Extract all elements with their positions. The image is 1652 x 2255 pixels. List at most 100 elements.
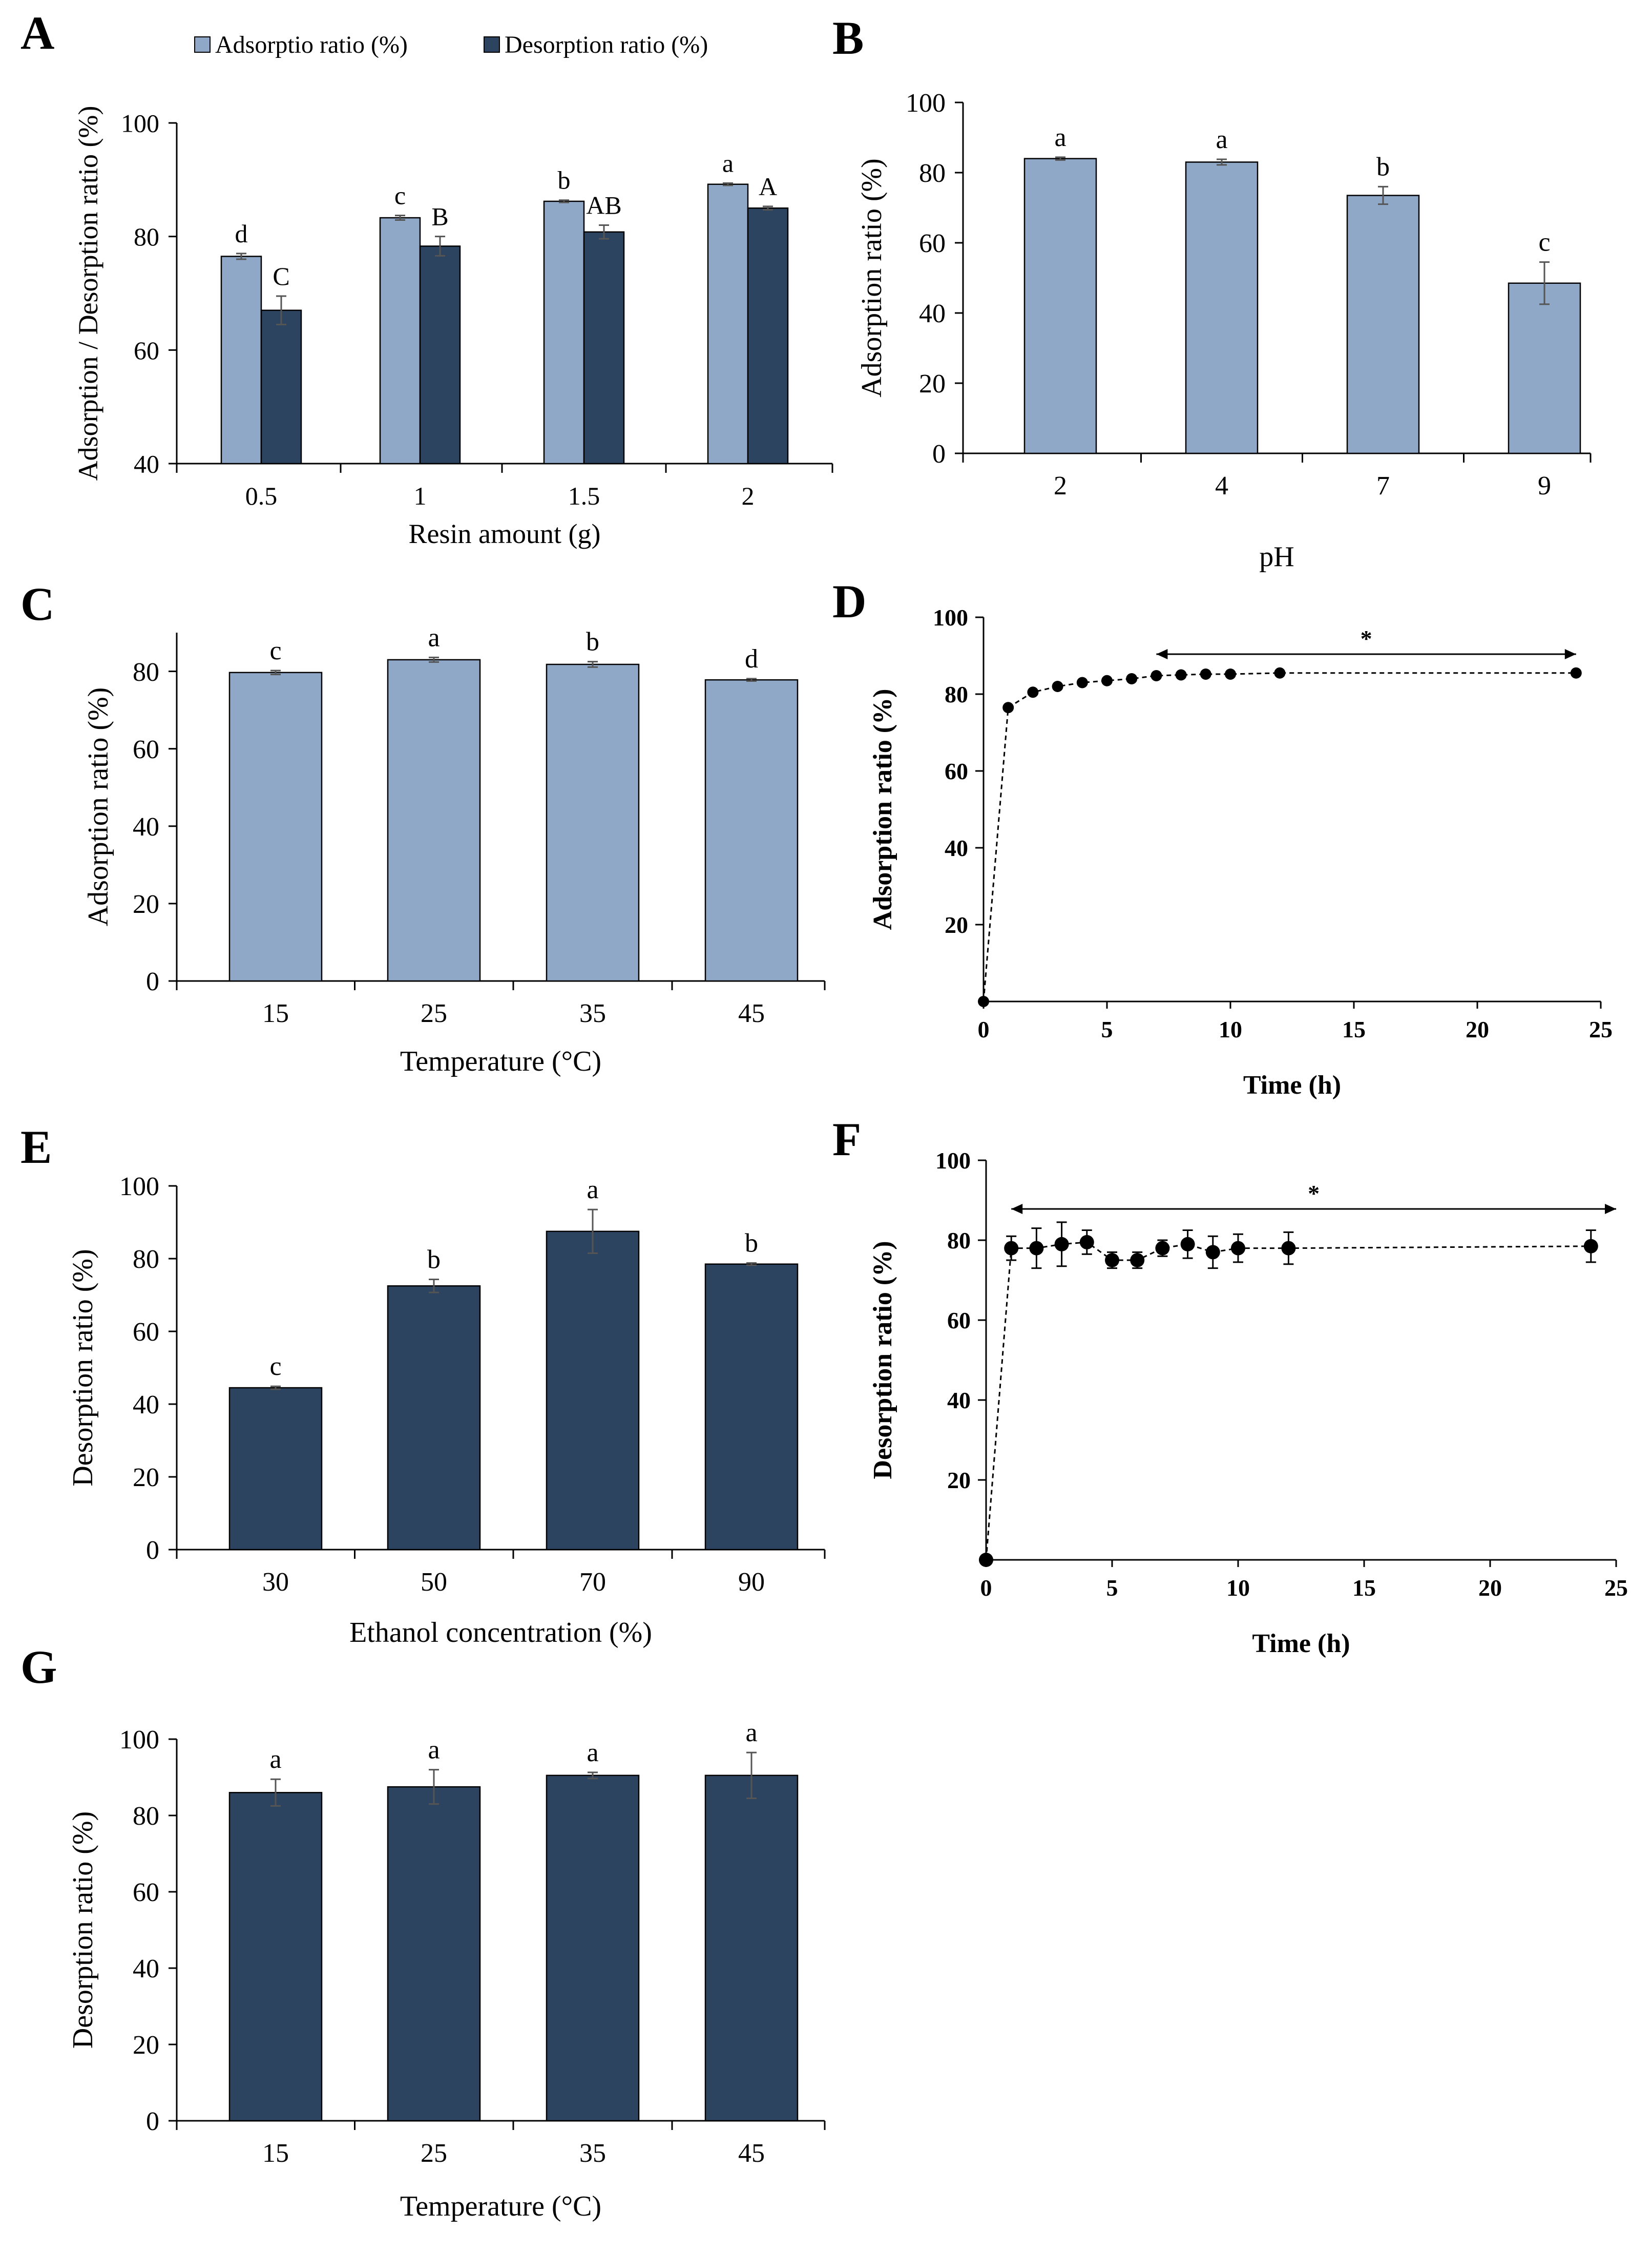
data-point xyxy=(1027,686,1039,698)
y-axis-label: Desorption ratio (%) xyxy=(868,1241,897,1479)
x-tick-label: 1 xyxy=(414,482,427,510)
x-tick-label: 0 xyxy=(978,1016,990,1042)
bar xyxy=(546,663,640,982)
arrowhead-right xyxy=(1564,649,1576,659)
data-point xyxy=(1126,673,1138,684)
significance-letter: c xyxy=(269,636,281,665)
bar xyxy=(228,1792,323,2122)
significance-letter: a xyxy=(428,1736,440,1765)
y-tick-label: 40 xyxy=(919,299,946,328)
x-tick-label: 5 xyxy=(1106,1575,1118,1601)
bar xyxy=(546,1774,640,2122)
y-tick-label: 80 xyxy=(134,222,159,251)
panel-label: G xyxy=(20,1641,57,1693)
y-tick-label: 0 xyxy=(146,2107,159,2136)
y-tick-label: 60 xyxy=(134,336,159,365)
y-tick-label: 60 xyxy=(919,229,946,258)
y-tick-label: 80 xyxy=(133,1245,159,1274)
significance-letter: a xyxy=(587,1738,598,1767)
x-tick-label: 10 xyxy=(1219,1016,1242,1042)
x-tick-label: 90 xyxy=(738,1568,765,1597)
y-tick-label: 80 xyxy=(947,1227,971,1254)
y-axis-label: Desorption ratio (%) xyxy=(67,1249,99,1486)
data-point xyxy=(1225,669,1236,680)
y-tick-label: 20 xyxy=(133,1463,159,1492)
data-point xyxy=(1029,1241,1044,1256)
x-tick-label: 20 xyxy=(1478,1575,1502,1601)
data-point xyxy=(1052,681,1063,692)
significance-letter: b xyxy=(586,628,599,657)
x-tick-label: 25 xyxy=(421,2139,447,2168)
significance-letter: c xyxy=(1538,228,1550,257)
arrowhead-right xyxy=(1605,1204,1616,1214)
x-axis-label: pH xyxy=(1259,541,1294,573)
y-axis-label: Desorption ratio (%) xyxy=(67,1811,99,2049)
bar xyxy=(1185,161,1259,454)
data-point xyxy=(1200,669,1211,680)
x-tick-label: 0 xyxy=(980,1575,992,1601)
bar xyxy=(546,1230,640,1551)
significance-letter: d xyxy=(235,219,248,248)
significance-letter: C xyxy=(273,262,289,290)
bar xyxy=(228,1387,323,1551)
data-point xyxy=(1274,667,1286,679)
y-tick-label: 100 xyxy=(933,604,968,631)
bar xyxy=(220,256,262,465)
data-point xyxy=(1151,670,1162,681)
legend-swatch xyxy=(484,36,500,53)
series-line xyxy=(982,672,1576,1002)
y-axis-label: Adsorption ratio (%) xyxy=(82,687,114,927)
y-tick-label: 0 xyxy=(146,967,159,996)
x-tick-label: 45 xyxy=(738,999,765,1028)
x-tick-label: 70 xyxy=(579,1568,606,1597)
data-point xyxy=(1004,1241,1019,1256)
y-tick-label: 20 xyxy=(947,1467,971,1493)
bar xyxy=(387,1285,481,1551)
y-tick-label: 100 xyxy=(119,1725,159,1755)
bar xyxy=(707,183,749,465)
significance-letter: b xyxy=(427,1245,441,1274)
data-point xyxy=(1079,1235,1094,1249)
data-point xyxy=(1155,1241,1170,1256)
x-tick-label: 45 xyxy=(738,2139,765,2168)
bar xyxy=(704,1263,799,1551)
y-axis-label: Adsorption / Desorption ratio (%) xyxy=(73,106,103,481)
y-tick-label: 40 xyxy=(134,450,159,478)
x-tick-label: 30 xyxy=(262,1568,289,1597)
significance-letter: B xyxy=(431,202,448,231)
bar xyxy=(704,1774,799,2122)
data-point xyxy=(1002,702,1014,714)
data-point xyxy=(1175,669,1187,681)
legend-entry: Adsorptio ratio (%) xyxy=(215,31,408,58)
chart-panel-e: E 0 20 40 60 80 100 Desorption ratio (%) Ethanol… xyxy=(20,1121,826,1648)
x-tick-label: 15 xyxy=(262,999,289,1028)
x-tick-label: 35 xyxy=(579,2139,606,2168)
panel-label: B xyxy=(832,12,864,64)
bar xyxy=(1023,158,1097,454)
y-tick-label: 20 xyxy=(945,912,968,938)
y-tick-label: 80 xyxy=(133,1802,159,1831)
bar xyxy=(583,231,625,465)
data-point xyxy=(1583,1239,1598,1254)
panel-label: E xyxy=(20,1121,52,1173)
bar xyxy=(419,245,461,465)
x-tick-label: 9 xyxy=(1538,471,1551,500)
data-point xyxy=(1076,677,1088,688)
y-tick-label: 80 xyxy=(945,681,968,707)
y-tick-label: 40 xyxy=(945,835,968,861)
panel-label: F xyxy=(832,1113,861,1165)
y-tick-label: 40 xyxy=(133,1954,159,1983)
y-axis-label: Adsorption ratio (%) xyxy=(868,689,897,930)
y-tick-label: 40 xyxy=(133,1390,159,1419)
y-tick-label: 0 xyxy=(932,440,946,469)
chart-panel-c: C 0 20 40 60 80 Adsorption ratio (%) Temperatur… xyxy=(20,578,826,1077)
panel-label: D xyxy=(832,575,866,628)
significance-letter: c xyxy=(269,1352,281,1381)
legend-swatch xyxy=(194,36,211,53)
significance-letter: a xyxy=(1216,125,1227,154)
y-tick-label: 0 xyxy=(146,1536,159,1565)
significance-letter: AB xyxy=(586,191,621,220)
